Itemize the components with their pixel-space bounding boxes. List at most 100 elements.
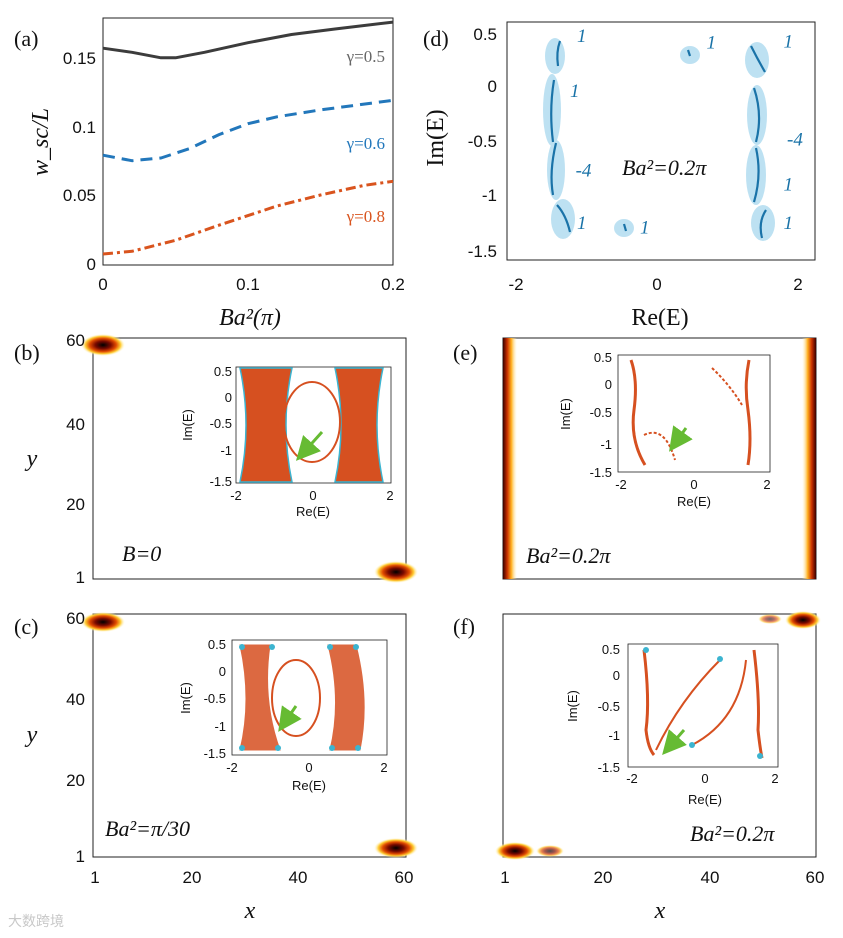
d-region xyxy=(545,38,565,74)
inset-c-endpoint xyxy=(239,644,245,650)
b-inset-ytick: 0.5 xyxy=(214,364,232,379)
a-xtick: 0.1 xyxy=(236,275,260,294)
panel-label-e: (e) xyxy=(453,340,477,365)
b-ylabel: y xyxy=(25,446,38,472)
winding-number-label: 1 xyxy=(707,32,717,53)
d-ytick: -1 xyxy=(482,186,497,205)
b-inset-xtick: 2 xyxy=(386,488,393,503)
b-inset-ytick: -1 xyxy=(220,443,232,458)
f-inset-ytick: 0 xyxy=(613,668,620,683)
winding-number-label: 1 xyxy=(577,26,587,47)
inset-f-endpoint xyxy=(643,647,649,653)
c-xtick: 20 xyxy=(183,868,202,887)
f-inset-ylabel: Im(E) xyxy=(565,690,580,722)
winding-number-label: -4 xyxy=(576,160,592,181)
c-inset-xlabel: Re(E) xyxy=(292,778,326,793)
b-ytick: 60 xyxy=(66,331,85,350)
inset-b-loop xyxy=(283,381,341,463)
d-xtick: 2 xyxy=(793,275,802,294)
inset-c-endpoint xyxy=(239,745,245,751)
d-region xyxy=(547,140,565,200)
a-ytick: 0.05 xyxy=(63,186,96,205)
inset-c-endpoint xyxy=(329,745,335,751)
b-ytick: 1 xyxy=(76,568,85,587)
e-inset-ytick: 0 xyxy=(605,377,612,392)
d-ytick: -1.5 xyxy=(468,242,497,261)
winding-number-label: 1 xyxy=(577,213,587,234)
d-spectrum-arc xyxy=(550,142,558,196)
b-ytick: 40 xyxy=(66,415,85,434)
b-inset-xlabel: Re(E) xyxy=(296,504,330,519)
panel-label-d: (d) xyxy=(423,26,449,51)
f-inset-xlabel: Re(E) xyxy=(688,792,722,807)
a-xtick: 0 xyxy=(98,275,107,294)
heatmap-f-hotspot xyxy=(495,842,535,860)
c-inset-ytick: -0.5 xyxy=(204,691,226,706)
b-inset-ylabel: Im(E) xyxy=(180,409,195,441)
inset-e-branch xyxy=(629,359,647,466)
inset-c-endpoint xyxy=(275,745,281,751)
d-region xyxy=(747,85,767,145)
c-inset-xtick: 0 xyxy=(305,760,312,775)
d-spectrum-arc xyxy=(686,49,692,57)
inset-c-endpoints xyxy=(239,644,361,751)
inset-c-endpoint xyxy=(355,745,361,751)
watermark: 大数跨境 xyxy=(8,914,64,930)
panel-label-b: (b) xyxy=(14,340,40,365)
a-ytick: 0.1 xyxy=(72,118,96,137)
inset-e-branch xyxy=(744,359,752,466)
e-inset-ytick: -0.5 xyxy=(590,405,612,420)
inset-b-band-left xyxy=(239,367,293,483)
a-ylabel: w_sc/L xyxy=(28,108,54,176)
c-annotation: Ba²=π/30 xyxy=(105,816,190,841)
series-line-2 xyxy=(102,179,394,256)
b-inset-ytick: 0 xyxy=(225,390,232,405)
heatmap-b-hotspot xyxy=(374,561,418,583)
winding-number-label: -4 xyxy=(787,129,803,150)
e-inset-ylabel: Im(E) xyxy=(558,398,573,430)
inset-c-arrow xyxy=(278,705,302,732)
a-xtick: 0.2 xyxy=(381,275,405,294)
heatmap-f-hotspot xyxy=(758,614,782,624)
d-xlabel: Re(E) xyxy=(631,305,688,331)
inset-f-endpoint xyxy=(689,742,695,748)
c-inset-ytick: -1 xyxy=(214,719,226,734)
winding-number-label: 1 xyxy=(784,31,794,52)
d-spectrum-arc xyxy=(752,147,760,203)
d-ylabel: Im(E) xyxy=(423,109,449,166)
c-ytick: 20 xyxy=(66,771,85,790)
heatmap-c-hotspot xyxy=(81,612,125,632)
inset-f-frame xyxy=(627,643,779,768)
c-inset-ytick: -1.5 xyxy=(204,746,226,761)
d-winding-labels: 1 1 1 1 -4 -4 1 1 1 1 xyxy=(570,26,803,239)
d-spectrum xyxy=(550,40,767,239)
panel-label-c: (c) xyxy=(14,614,38,639)
panel-e: (e) Ba²=0.2π 0.5 0 -0.5 -1 -1.5 -2 0 2 R… xyxy=(453,337,817,580)
series-line-1 xyxy=(102,98,394,163)
inset-c-loop xyxy=(271,659,321,737)
inset-e-frame xyxy=(617,354,771,473)
d-region xyxy=(551,199,575,239)
inset-c-endpoint xyxy=(353,644,359,650)
panel-c: (c) 60 40 20 1 1 20 40 60 x y Ba²=π/30 xyxy=(14,609,418,924)
c-inset-ylabel: Im(E) xyxy=(178,682,193,714)
e-inset-ytick: -1 xyxy=(600,437,612,452)
d-spectrum-arc xyxy=(556,204,572,233)
d-region xyxy=(745,42,769,78)
inset-f-arrow xyxy=(662,729,687,756)
b-inset-xtick: 0 xyxy=(309,488,316,503)
c-inset-xtick: -2 xyxy=(226,760,238,775)
c-inset-ytick: 0 xyxy=(219,664,226,679)
winding-number-label: 1 xyxy=(570,81,580,102)
inset-f-endpoints xyxy=(643,647,763,759)
heatmap-f-hotspot xyxy=(785,611,821,629)
legend-gamma-08: γ=0.8 xyxy=(346,207,385,226)
c-xtick: 1 xyxy=(90,868,99,887)
e-inset-xtick: -2 xyxy=(615,477,627,492)
d-spectrum-arc xyxy=(556,40,562,67)
inset-f-crossing-arc xyxy=(655,659,721,751)
d-spectrum-arc xyxy=(752,87,761,143)
heatmap-e-right-edge xyxy=(802,338,816,579)
f-xtick: 20 xyxy=(594,868,613,887)
b-ytick: 20 xyxy=(66,495,85,514)
